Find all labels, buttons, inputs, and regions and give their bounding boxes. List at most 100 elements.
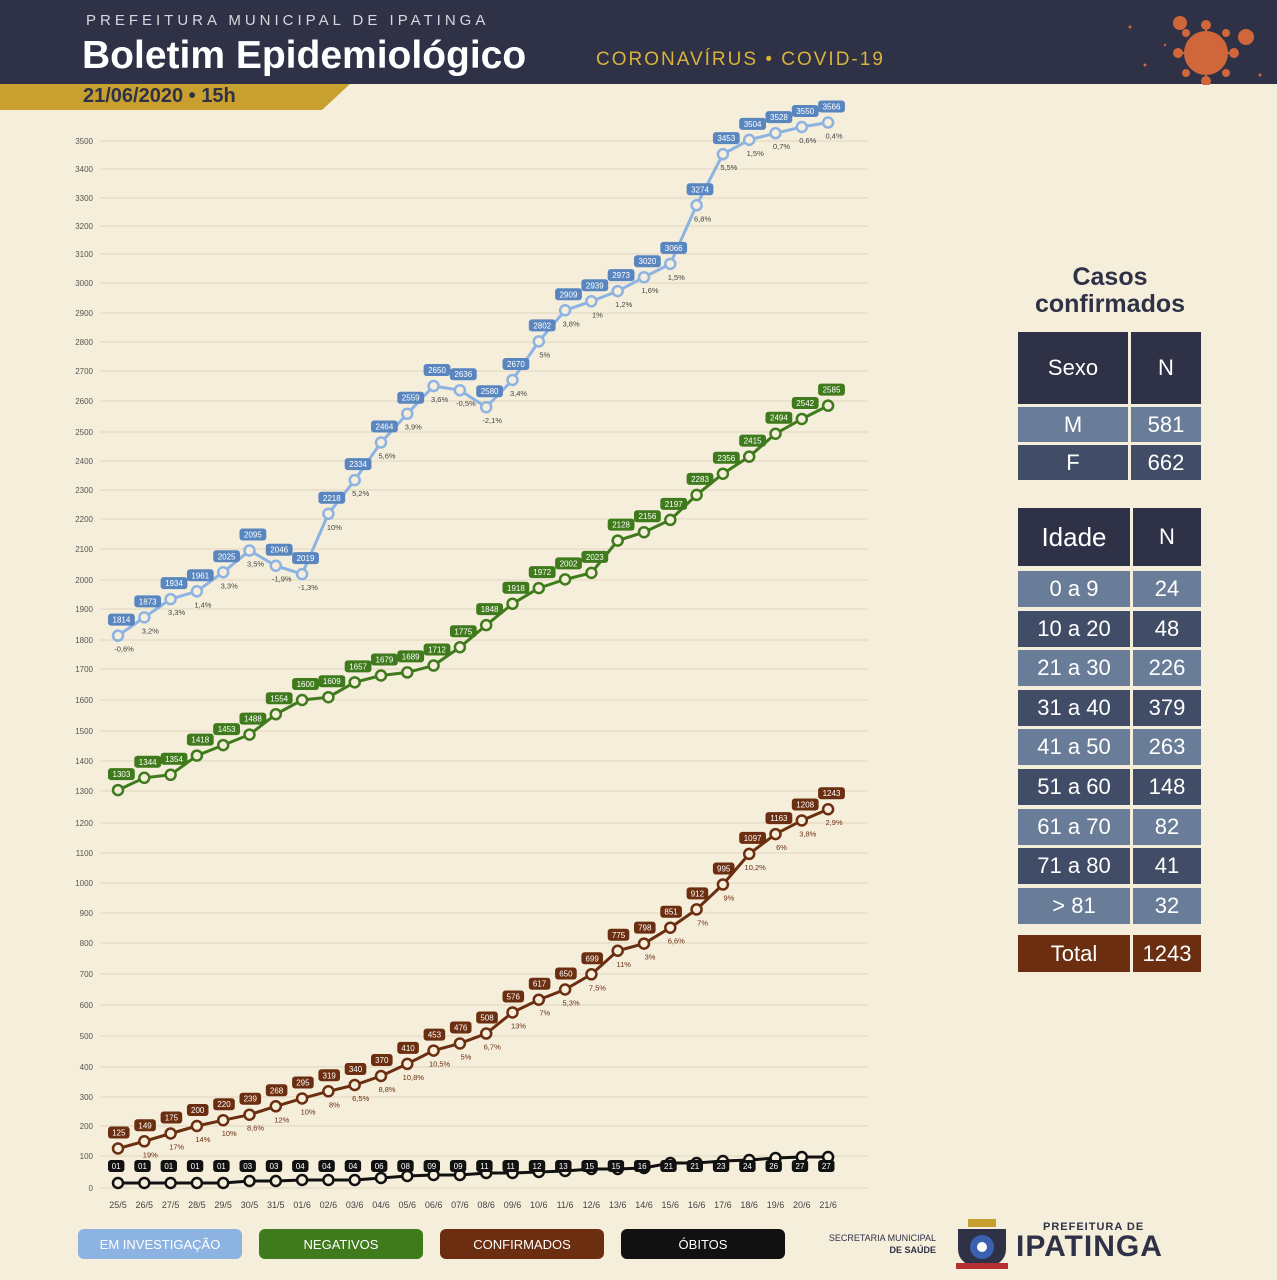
data-label-badge [397,1041,419,1054]
data-label: 21 [690,1162,699,1171]
x-tick-label: 02/6 [320,1200,338,1210]
data-point [164,768,177,782]
data-point [637,270,651,284]
y-tick-label: 1400 [75,757,93,766]
data-label: 851 [664,908,678,917]
data-label-badge [344,458,372,471]
sexo-label: M [1018,407,1128,442]
data-label: 1344 [139,758,157,767]
data-label-badge [476,385,503,398]
data-label-badge [739,831,766,844]
data-label: 1354 [165,755,183,764]
pct-label: 5,2% [352,489,369,498]
x-tick-label: 01/6 [293,1200,311,1210]
data-label-badge [160,1111,183,1124]
data-label-badge [344,660,372,673]
x-tick-label: 29/5 [214,1200,232,1210]
data-point [348,1078,361,1092]
x-tick-label: 16/6 [688,1200,706,1210]
data-point [322,690,335,704]
data-label: 2415 [744,437,762,446]
pct-label: 14% [195,1135,210,1144]
pct-label: 0,7% [773,142,790,151]
data-label-badge [581,1160,598,1172]
data-label-badge [581,952,603,965]
pct-label: 10% [222,1129,237,1138]
y-tick-label: 1300 [75,787,93,796]
data-point [532,335,546,348]
pct-label: 1% [592,310,603,319]
y-tick-label: 300 [80,1093,94,1102]
data-point [401,1169,414,1183]
chart-series: 1814 -0,6% 1873 3,2% 1934 3,3% 1961 1,4% 2025 3,3… [108,100,845,1190]
data-label: 2670 [507,360,525,369]
data-label: 453 [428,1031,442,1040]
data-label: 370 [375,1056,389,1065]
data-label: 3020 [639,257,657,266]
idade-value: 148 [1133,769,1201,805]
data-label: 2650 [428,366,446,375]
x-tick-label: 18/6 [740,1200,758,1210]
data-point [585,968,598,981]
x-tick-label: 27/5 [162,1200,180,1210]
x-tick-label: 13/6 [609,1200,627,1210]
data-point [716,878,730,891]
data-label-badge [108,1126,130,1139]
data-label: 16 [638,1162,647,1171]
data-label-badge [265,1084,288,1097]
pct-label: -0,6% [114,645,134,654]
pct-label: 17% [169,1143,184,1152]
y-tick-label: 500 [80,1032,94,1041]
data-label: 04 [322,1162,331,1171]
data-label: 220 [217,1100,231,1109]
data-label: 1814 [113,616,131,625]
pct-label: 12% [274,1115,289,1124]
data-label-badge [318,1160,335,1172]
pct-label: 10% [327,523,342,532]
data-point [138,1176,151,1190]
data-label: 15 [611,1162,620,1171]
idade-label: > 81 [1018,887,1130,924]
idade-label: 0 a 9 [1018,571,1130,607]
idade-label: 21 a 30 [1018,650,1130,687]
line-chart: 0 100 200 300 400 500 600 700 800 900 1000 1100 1200… [75,100,868,1210]
data-label: 01 [191,1162,200,1171]
data-point [664,513,677,527]
data-label: 1873 [139,597,157,606]
data-label: 01 [217,1162,226,1171]
data-label: 319 [323,1071,337,1080]
x-tick-label: 20/6 [793,1200,811,1210]
y-tick-label: 2200 [75,515,93,524]
pct-label: 8,8% [378,1085,395,1094]
data-label-badge [660,497,688,510]
data-point [164,592,177,606]
data-label: 2283 [691,475,709,484]
data-point [295,1092,309,1105]
data-label: 2585 [823,386,841,395]
org-name: PREFEITURA MUNICIPAL DE IPATINGA [86,12,490,29]
pct-label: 3,3% [168,608,185,617]
pct-label: 3,8% [799,829,816,838]
data-point [585,566,598,580]
data-point [164,1176,177,1190]
data-label: 03 [243,1162,252,1171]
data-label: 1775 [454,627,472,636]
secretaria-label: SECRETARIA MUNICIPAL DE SAÚDE [810,1232,936,1256]
idade-n-header: N [1133,508,1201,566]
data-label: 06 [375,1162,384,1171]
x-tick-label: 30/5 [241,1200,259,1210]
data-point [821,802,835,816]
page-title: Boletim Epidemiológico [82,34,527,77]
data-label: 24 [743,1162,752,1171]
data-point [716,147,730,161]
virus-icon [1128,16,1262,85]
y-tick-label: 200 [80,1122,94,1131]
pct-label: 3% [645,953,656,962]
y-tick-label: 1000 [75,879,93,888]
data-label: 699 [586,954,600,963]
data-label-badge [791,105,819,117]
data-label-badge [318,675,346,688]
data-label: 26 [769,1162,778,1171]
data-label-badge [397,1160,414,1172]
data-label-badge [712,132,740,145]
